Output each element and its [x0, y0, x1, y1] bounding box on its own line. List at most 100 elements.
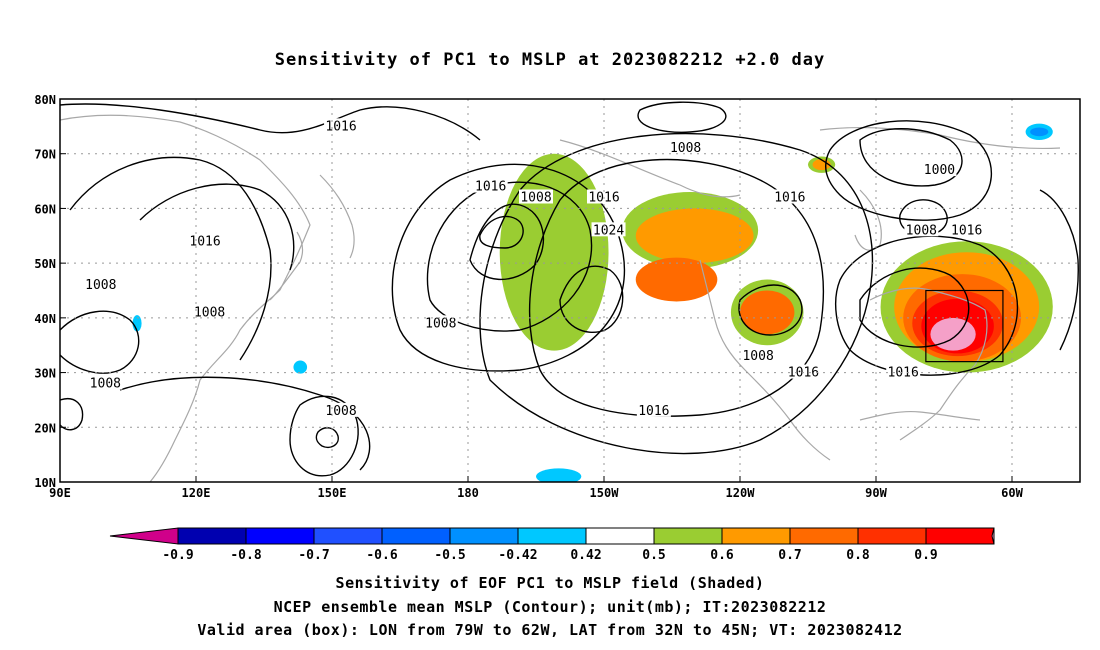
coast-caribbean [859, 410, 981, 421]
lon-tick-label: 60W [1001, 486, 1023, 500]
lon-tick-label: 90W [865, 486, 887, 500]
colorbar-swatch [925, 527, 995, 545]
lat-tick-label: 40N [34, 312, 56, 326]
coast-alaska [559, 139, 741, 198]
map-gridlines [60, 99, 1080, 482]
lon-tick-label: 150W [590, 486, 620, 500]
mslp-contour [426, 181, 593, 332]
contour-label: 1016 [888, 366, 919, 381]
shade-blob [293, 360, 308, 374]
contour-label-bg [519, 189, 553, 204]
contour-label: 1008 [670, 141, 701, 156]
mslp-contour [835, 235, 1019, 376]
colorbar-swatch [585, 527, 655, 545]
mslp-contour [289, 395, 359, 477]
colorbar-under-triangle [109, 527, 179, 545]
contour-label: 1024 [593, 223, 624, 238]
coast-hudson [854, 189, 882, 251]
shade-blob [930, 317, 976, 351]
lon-tick-label: 150E [318, 486, 347, 500]
contour-label: 1008 [425, 316, 456, 331]
contour-label-bg [587, 189, 621, 204]
contour-label: 1016 [189, 234, 220, 249]
colorbar-swatch [313, 527, 383, 545]
mslp-contour [559, 265, 624, 334]
contour-label: 1008 [325, 404, 356, 419]
caption-shading: Sensitivity of EOF PC1 to MSLP field (Sh… [335, 574, 765, 592]
lat-tick-label: 10N [34, 476, 56, 490]
lon-tick-label: 120E [182, 486, 211, 500]
shade-blob [740, 290, 795, 335]
lat-tick-label: 20N [34, 421, 56, 435]
mslp-contour [528, 158, 825, 417]
colorbar-label: -0.9 [162, 548, 193, 563]
caption-contour: NCEP ensemble mean MSLP (Contour); unit(… [273, 598, 827, 616]
mslp-contour [859, 128, 963, 187]
contour-label-bg [636, 402, 671, 417]
colorbar-swatch [381, 527, 451, 545]
contour-label-bg [904, 222, 939, 237]
colorbar-swatch [857, 527, 927, 545]
contour-label: 1016 [951, 223, 982, 238]
colorbar-over-triangle [991, 527, 995, 545]
mslp-contour [119, 376, 371, 471]
mslp-contour [69, 156, 272, 361]
lat-tick-label: 30N [34, 367, 56, 381]
colorbar-swatch [449, 527, 519, 545]
contour-label: 1016 [475, 180, 506, 195]
contour-label-bg [473, 178, 508, 193]
mslp-contour [479, 133, 874, 455]
shade-blob [635, 208, 754, 264]
contour-label-bg [324, 402, 359, 417]
contour-label-bg [741, 348, 776, 363]
contour-label-bg [591, 222, 626, 237]
shade-blob [1030, 127, 1049, 137]
caption-valid-area: Valid area (box): LON from 79W to 62W, L… [197, 621, 903, 639]
contour-label-bg [83, 277, 118, 292]
lat-tick-label: 60N [34, 202, 56, 216]
mslp-contour [469, 203, 545, 281]
lat-tick-label: 80N [34, 93, 56, 107]
coast-namerica-east [869, 287, 988, 441]
mslp-contour [479, 215, 524, 249]
mslp-contour [738, 284, 803, 336]
colorbar-label: -0.6 [366, 548, 397, 563]
map-frame [59, 98, 1081, 483]
mslp-contour [824, 120, 992, 221]
coast-kamchatka [319, 174, 355, 259]
colorbar-swatch [653, 527, 723, 545]
contour-label: 1008 [742, 349, 773, 364]
colorbar-swatch [789, 527, 859, 545]
chart-title: Sensitivity of PC1 to MSLP at 2023082212… [274, 50, 826, 70]
contour-label-bg [922, 162, 957, 177]
contour-label-bg [949, 222, 984, 237]
colorbar-swatch [517, 527, 587, 545]
colorbar-label: 0.8 [846, 548, 870, 563]
colorbar-label: -0.42 [498, 548, 537, 563]
colorbar-label: -0.5 [434, 548, 465, 563]
contour-label: 1008 [520, 190, 551, 205]
contour-label-bg [192, 304, 227, 319]
lon-tick-label: 180 [457, 486, 479, 500]
contour-label-bg [188, 233, 223, 248]
contour-label-bg [668, 140, 703, 155]
colorbar-label: 0.7 [778, 548, 801, 563]
colorbar-label: 0.9 [914, 548, 937, 563]
shade-blob [499, 153, 609, 351]
contour-label: 1008 [85, 278, 116, 293]
shade-blob [635, 257, 718, 302]
contour-label-bg [423, 315, 458, 330]
contour-label: 1008 [906, 223, 937, 238]
contour-label: 1000 [924, 163, 955, 178]
mslp-contour [60, 310, 140, 374]
mslp-contours [60, 101, 1079, 477]
colorbar-swatch [245, 527, 315, 545]
colorbar-label: 0.6 [710, 548, 734, 563]
colorbar-swatch [177, 527, 247, 545]
contour-label: 1016 [638, 404, 669, 419]
contour-label-bg [88, 375, 123, 390]
coastlines [60, 114, 1061, 482]
colorbar-label: -0.7 [298, 548, 329, 563]
mslp-contour [859, 267, 970, 348]
